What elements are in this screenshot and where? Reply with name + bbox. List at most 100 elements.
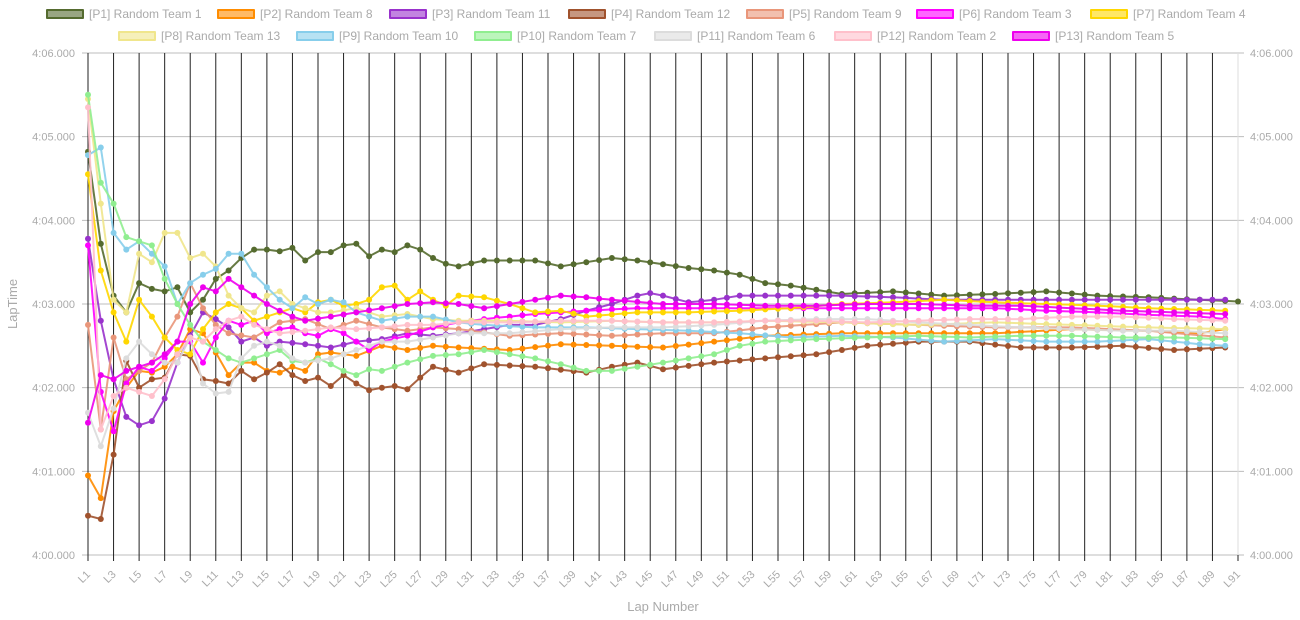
- x-tick-label: L29: [429, 569, 450, 590]
- series-4: [85, 338, 1229, 522]
- legend-label: [P4] Random Team 12: [611, 7, 731, 21]
- legend-item[interactable]: [P4] Random Team 12: [568, 7, 730, 21]
- data-point: [992, 323, 999, 330]
- data-point: [672, 319, 679, 326]
- data-point: [928, 291, 935, 298]
- data-point: [442, 316, 449, 323]
- data-point: [634, 318, 641, 325]
- data-point: [1183, 316, 1190, 323]
- x-tick-label: L49: [685, 569, 706, 590]
- y-tick-label-right: 4:05.000: [1250, 132, 1293, 144]
- data-point: [890, 301, 896, 307]
- data-point: [391, 282, 398, 289]
- data-point: [1145, 308, 1152, 315]
- data-point: [110, 428, 117, 435]
- data-point: [289, 317, 296, 324]
- data-point: [430, 299, 436, 306]
- data-point: [455, 344, 462, 351]
- data-point: [698, 353, 705, 360]
- data-point: [532, 344, 539, 351]
- data-point: [890, 318, 896, 325]
- data-point: [404, 242, 411, 249]
- data-point: [583, 317, 590, 324]
- data-point: [915, 317, 922, 324]
- legend-item[interactable]: [P10] Random Team 7: [474, 29, 636, 43]
- data-point: [877, 293, 884, 300]
- legend-item[interactable]: [P13] Random Team 5: [1012, 29, 1174, 43]
- data-point: [455, 369, 462, 376]
- data-point: [1030, 289, 1037, 296]
- data-point: [289, 355, 296, 362]
- data-point: [1017, 332, 1024, 339]
- data-point: [404, 359, 411, 366]
- data-point: [417, 313, 424, 320]
- data-point: [85, 472, 91, 479]
- legend-item[interactable]: [P6] Random Team 3: [916, 7, 1072, 21]
- data-point: [378, 246, 385, 253]
- data-point: [813, 286, 820, 293]
- data-point: [1068, 344, 1075, 351]
- data-point: [276, 369, 283, 376]
- data-point: [481, 361, 488, 368]
- data-point: [838, 335, 845, 342]
- data-point: [583, 331, 590, 338]
- x-tick-label: L69: [941, 569, 962, 590]
- data-point: [557, 341, 564, 348]
- data-point: [251, 246, 258, 253]
- data-point: [545, 327, 551, 334]
- data-point: [225, 324, 232, 331]
- data-point: [672, 357, 679, 364]
- data-point: [698, 361, 705, 368]
- data-point: [928, 333, 935, 340]
- legend-item[interactable]: [P11] Random Team 6: [654, 29, 815, 43]
- data-point: [928, 337, 935, 344]
- legend-item[interactable]: [P7] Random Team 4: [1090, 7, 1246, 21]
- data-point: [493, 257, 500, 264]
- data-point: [608, 324, 615, 331]
- legend-swatch: [46, 9, 84, 19]
- data-point: [1030, 324, 1037, 331]
- data-point: [263, 342, 270, 349]
- data-point: [1043, 296, 1050, 303]
- data-point: [660, 324, 666, 331]
- data-point: [481, 319, 488, 326]
- legend-item[interactable]: [P9] Random Team 10: [296, 29, 458, 43]
- data-point: [506, 313, 513, 320]
- legend-item[interactable]: [P3] Random Team 11: [389, 7, 550, 21]
- legend-label: [P1] Random Team 1: [89, 7, 202, 21]
- data-point: [685, 341, 692, 348]
- data-point: [545, 294, 551, 301]
- data-point: [302, 294, 309, 301]
- data-point: [1145, 296, 1152, 303]
- data-point: [506, 301, 513, 307]
- data-point: [966, 321, 973, 328]
- data-point: [1196, 345, 1203, 352]
- data-point: [1171, 296, 1178, 303]
- data-point: [200, 359, 206, 366]
- data-point: [366, 347, 373, 353]
- legend-item[interactable]: [P5] Random Team 9: [746, 7, 902, 21]
- data-point: [276, 248, 283, 255]
- legend-item[interactable]: [P2] Random Team 8: [217, 7, 373, 21]
- data-point: [263, 301, 270, 307]
- data-point: [238, 284, 245, 291]
- data-point: [838, 347, 845, 353]
- legend-item[interactable]: [P12] Random Team 2: [834, 29, 996, 43]
- data-point: [315, 315, 321, 322]
- data-point: [327, 249, 334, 256]
- data-point: [136, 250, 143, 257]
- data-point: [353, 338, 360, 345]
- data-point: [647, 305, 654, 312]
- data-point: [532, 309, 539, 316]
- data-point: [136, 280, 143, 287]
- legend-item[interactable]: [P8] Random Team 13: [118, 29, 280, 43]
- data-point: [608, 332, 615, 339]
- data-point: [1120, 327, 1126, 334]
- data-point: [519, 305, 526, 312]
- data-point: [1081, 296, 1088, 303]
- data-point: [736, 292, 743, 299]
- legend-item[interactable]: [P1] Random Team 1: [46, 7, 202, 21]
- data-point: [238, 250, 245, 257]
- data-point: [749, 275, 756, 282]
- data-point: [315, 249, 321, 256]
